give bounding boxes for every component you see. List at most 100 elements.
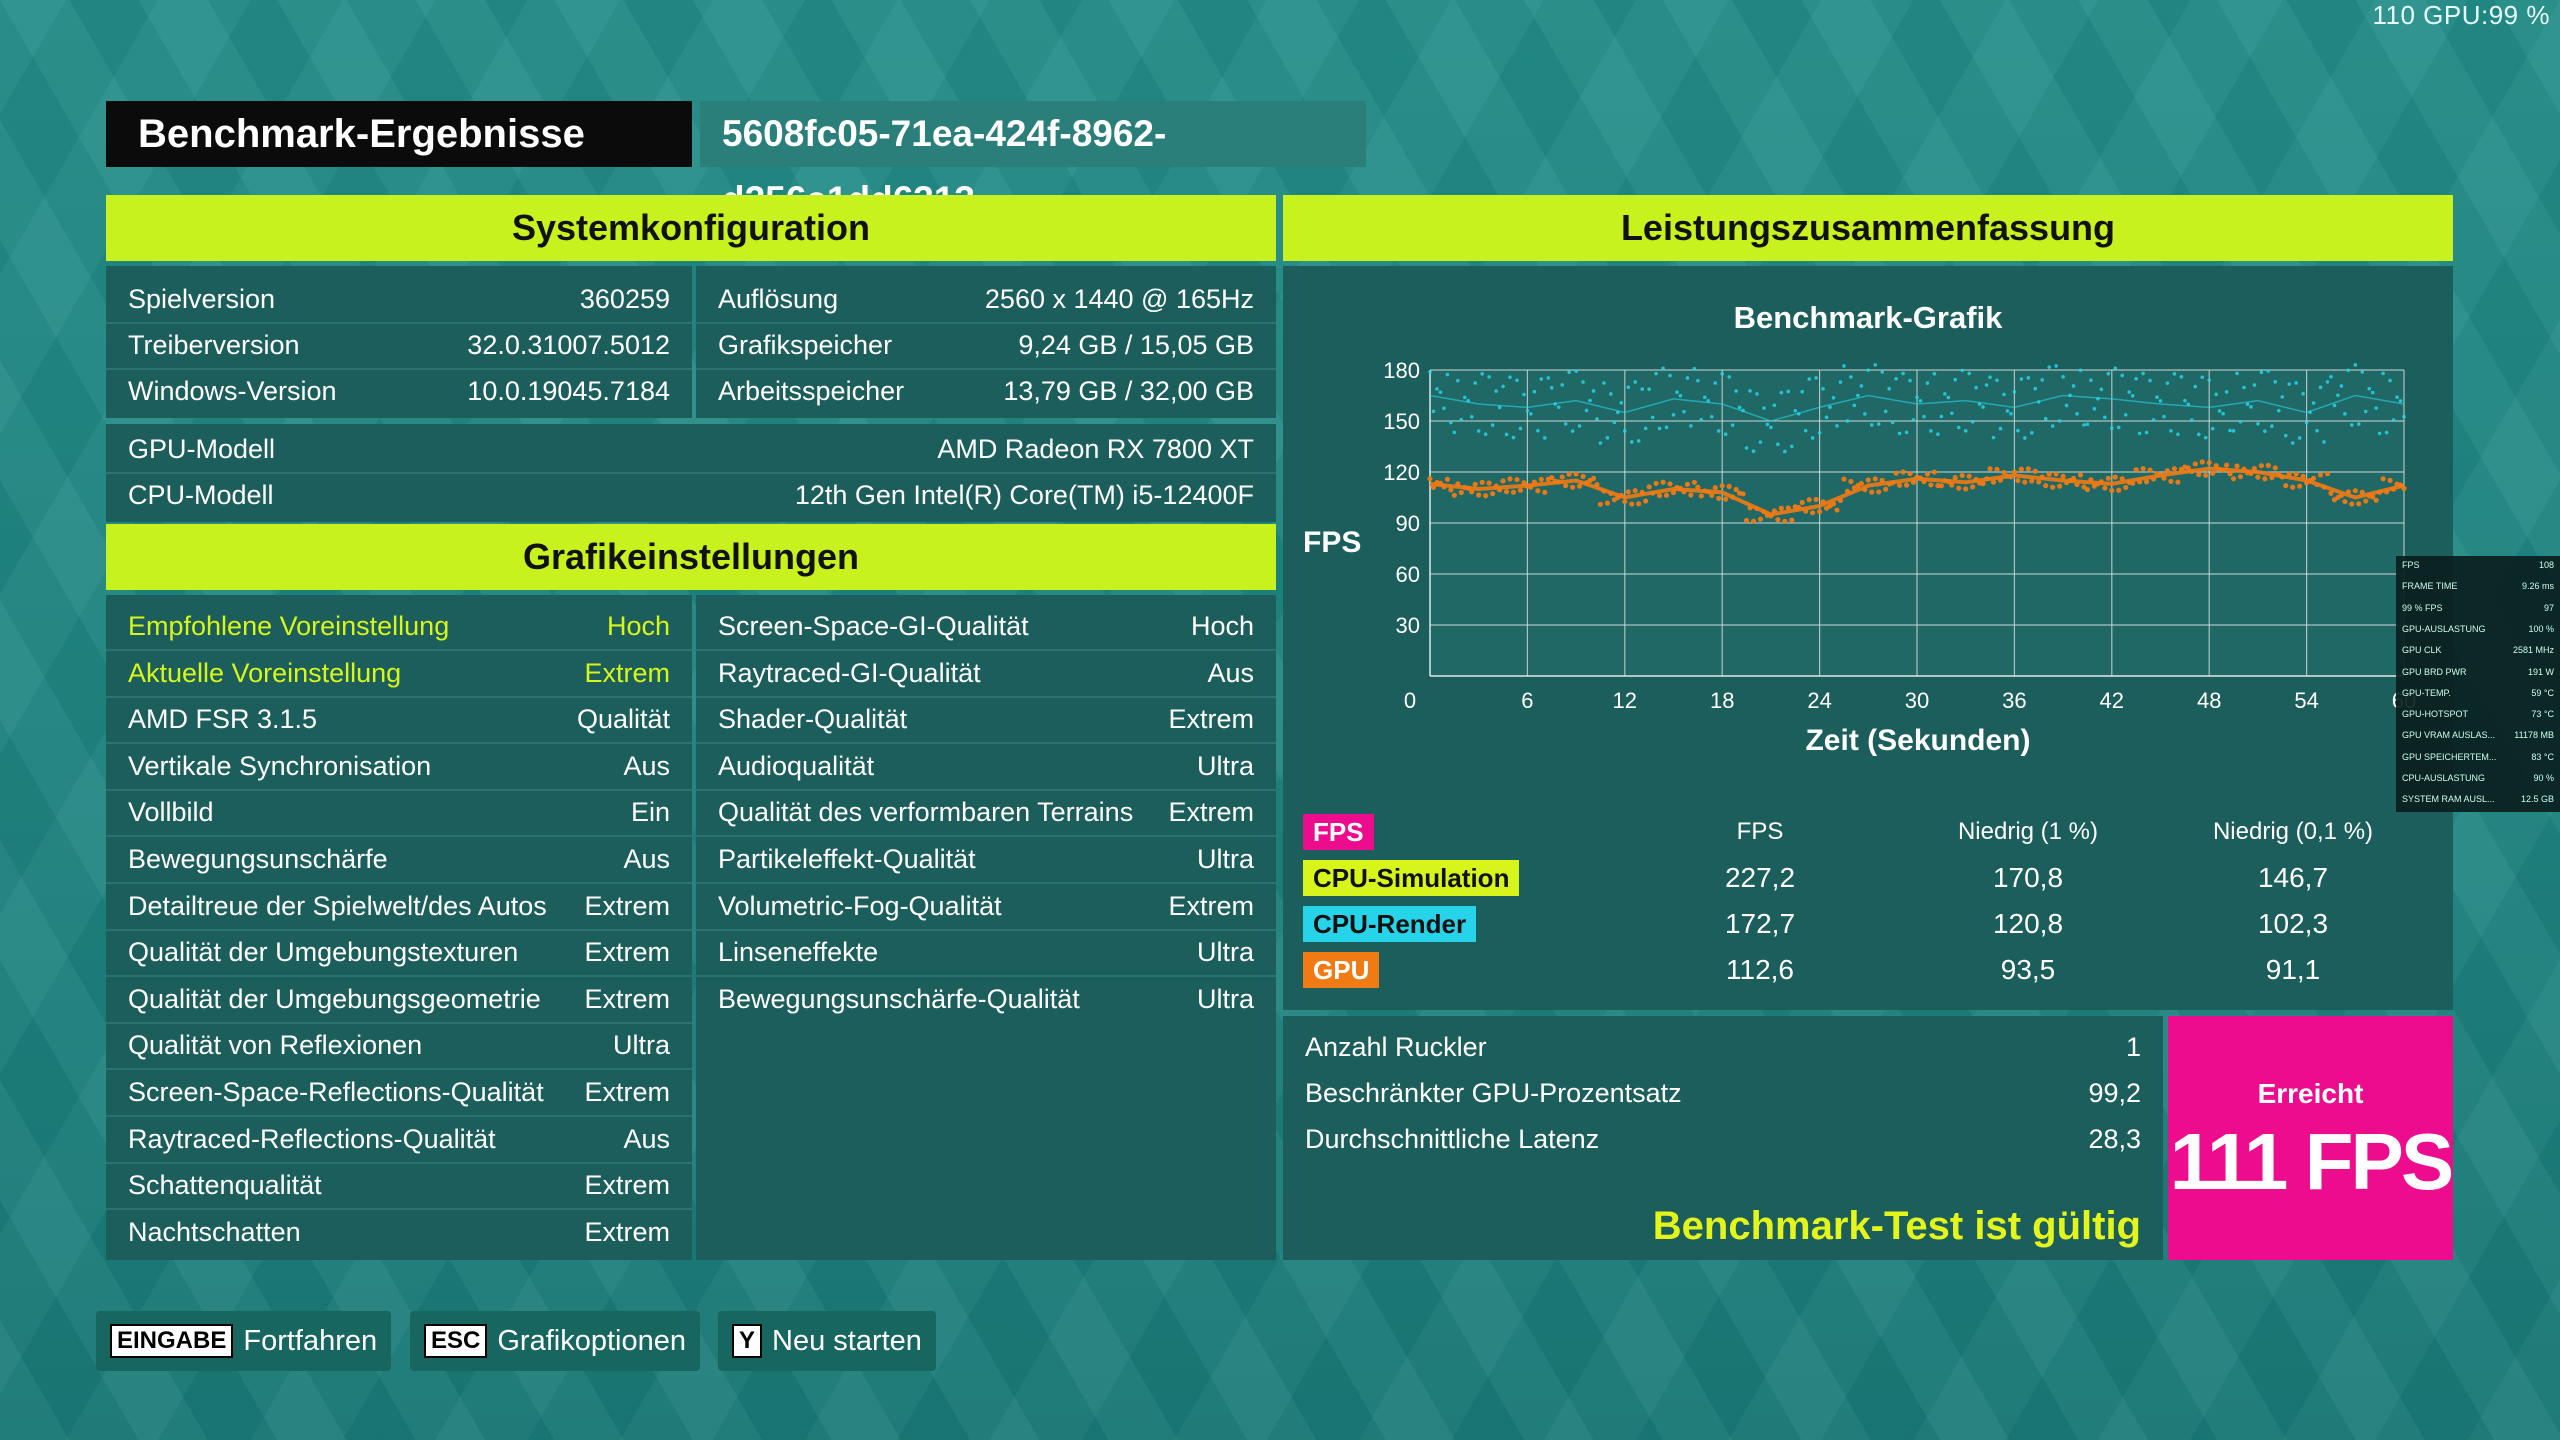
series-point-cpu-render <box>1751 449 1756 454</box>
setting-row: Qualität des verformbaren Terrains Extrem <box>696 789 1276 838</box>
series-point-gpu <box>1698 493 1704 499</box>
series-point-cpu-render <box>1901 371 1905 376</box>
series-point-cpu-render <box>1904 430 1909 435</box>
series-point-cpu-render <box>2075 412 2079 416</box>
series-point-gpu <box>1712 485 1718 491</box>
series-point-gpu <box>2206 459 2212 466</box>
setting-value: Qualität <box>576 704 670 735</box>
stats-col-low1: Niedrig (1 %) <box>1957 818 2099 845</box>
series-point-cpu-render <box>2210 426 2215 431</box>
setting-row: Raytraced-GI-Qualität Aus <box>696 650 1276 698</box>
series-point-cpu-render <box>1988 375 1992 380</box>
graphics-options-button[interactable]: ESC Grafikoptionen <box>410 1311 700 1371</box>
series-point-gpu <box>2293 471 2299 477</box>
hud-row: 99 % FPS 97 <box>2402 599 2554 620</box>
series-point-gpu <box>1535 488 1541 494</box>
series-point-cpu-render <box>2228 428 2232 433</box>
series-point-cpu-render <box>2367 386 2372 391</box>
series-point-cpu-render <box>1626 385 1631 390</box>
series-point-cpu-render <box>1838 380 1843 384</box>
series-point-cpu-render <box>2224 390 2229 394</box>
setting-row: Screen-Space-Reflections-Qualität Extrem <box>106 1069 692 1117</box>
series-point-gpu <box>1966 473 1972 479</box>
setting-label: Aktuelle Voreinstellung <box>128 657 402 688</box>
series-point-cpu-render <box>1584 408 1589 413</box>
series-point-cpu-render <box>1536 428 1540 433</box>
series-point-cpu-render <box>1525 408 1530 413</box>
series-point-cpu-render <box>1449 420 1453 425</box>
series-point-gpu <box>1959 472 1965 479</box>
series-point-gpu <box>2029 478 2035 484</box>
setting-value: Extrem <box>1168 704 1254 735</box>
series-point-cpu-render <box>2064 403 2069 408</box>
hud-label: GPU CLK <box>2402 645 2442 656</box>
setting-label: Audioqualität <box>718 750 875 781</box>
series-point-cpu-render <box>1779 390 1784 395</box>
series-point-gpu <box>2290 484 2296 490</box>
series-point-cpu-render <box>2217 409 2222 413</box>
stat-value: 170,8 <box>1992 862 2064 893</box>
extra-row-latency: Durchschnittliche Latenz 28,3 <box>1283 1116 2163 1162</box>
series-point-gpu <box>1542 489 1548 495</box>
series-point-gpu <box>2109 487 2115 494</box>
y-tick-label: 150 <box>1383 409 1420 434</box>
series-point-gpu <box>1924 471 1931 477</box>
series-point-cpu-render <box>2235 371 2239 376</box>
hud-label: GPU-HOTSPOT <box>2402 709 2469 720</box>
series-point-cpu-render <box>1963 429 1968 433</box>
series-point-gpu <box>1476 492 1482 498</box>
setting-row: Detailtreue der Spielwelt/des Autos Extre… <box>106 883 692 931</box>
series-point-gpu <box>1660 479 1666 485</box>
row-label: Durchschnittliche Latenz <box>1305 1124 1600 1154</box>
continue-button[interactable]: EINGABE Fortfahren <box>96 1311 392 1371</box>
series-point-gpu <box>1472 481 1478 487</box>
series-point-cpu-render <box>2353 363 2358 367</box>
row-label: Windows-Version <box>128 376 337 406</box>
setting-value: Extrem <box>584 1077 670 1107</box>
series-point-cpu-render <box>1612 420 1617 425</box>
setting-value: Aus <box>623 844 670 874</box>
series-point-gpu <box>2227 471 2233 477</box>
series-point-gpu <box>2053 471 2059 477</box>
series-point-cpu-render <box>1737 405 1742 410</box>
hud-row: GPU-HOTSPOT 73 °C <box>2402 705 2554 726</box>
series-point-cpu-render <box>2256 421 2260 426</box>
series-point-cpu-render <box>1428 370 1432 374</box>
setting-label: Nachtschatten <box>128 1216 301 1247</box>
setting-value: Aus <box>623 1123 670 1154</box>
series-point-cpu-render <box>1671 412 1676 417</box>
valid-status-text: Benchmark-Test ist gültig <box>1652 1204 2141 1248</box>
series-point-gpu <box>2210 470 2216 476</box>
series-point-cpu-render <box>2339 384 2344 388</box>
series-point-gpu <box>2237 474 2244 480</box>
series-point-gpu <box>1653 480 1659 486</box>
esc-key-icon: ESC <box>424 1324 488 1358</box>
series-point-gpu <box>1834 507 1840 513</box>
series-point-gpu <box>1817 509 1823 515</box>
row-value: 12th Gen Intel(R) Core(TM) i5-12400F <box>794 480 1254 510</box>
setting-value: Ultra <box>1196 844 1254 874</box>
series-point-cpu-render <box>2263 429 2267 433</box>
series-point-cpu-render <box>1800 389 1805 394</box>
series-point-cpu-render <box>2346 368 2351 373</box>
series-point-cpu-render <box>2329 374 2333 379</box>
row-value: 360259 <box>579 284 670 314</box>
series-point-cpu-render <box>2384 430 2389 435</box>
series-point-cpu-render <box>1720 372 1724 376</box>
series-point-cpu-render <box>1609 392 1613 396</box>
series-point-gpu <box>1799 499 1805 506</box>
chart-xlabel: Zeit (Sekunden) <box>1805 724 2031 757</box>
series-point-cpu-render <box>1588 398 1592 403</box>
restart-button[interactable]: Y Neu starten <box>718 1311 936 1371</box>
hud-value: 97 <box>2543 602 2554 613</box>
hud-label: 99 % FPS <box>2402 602 2443 613</box>
series-point-gpu <box>2185 465 2191 471</box>
series-point-gpu <box>1517 487 1524 493</box>
series-point-gpu <box>1573 471 1579 477</box>
series-point-gpu <box>1806 497 1812 503</box>
setting-label: Detailtreue der Spielwelt/des Autos <box>128 890 547 921</box>
setting-row: Volumetric-Fog-Qualität Extrem <box>696 883 1276 931</box>
series-point-cpu-render <box>1542 436 1547 440</box>
series-point-cpu-render <box>1869 423 1874 427</box>
setting-row: Nachtschatten Extrem <box>106 1209 692 1255</box>
